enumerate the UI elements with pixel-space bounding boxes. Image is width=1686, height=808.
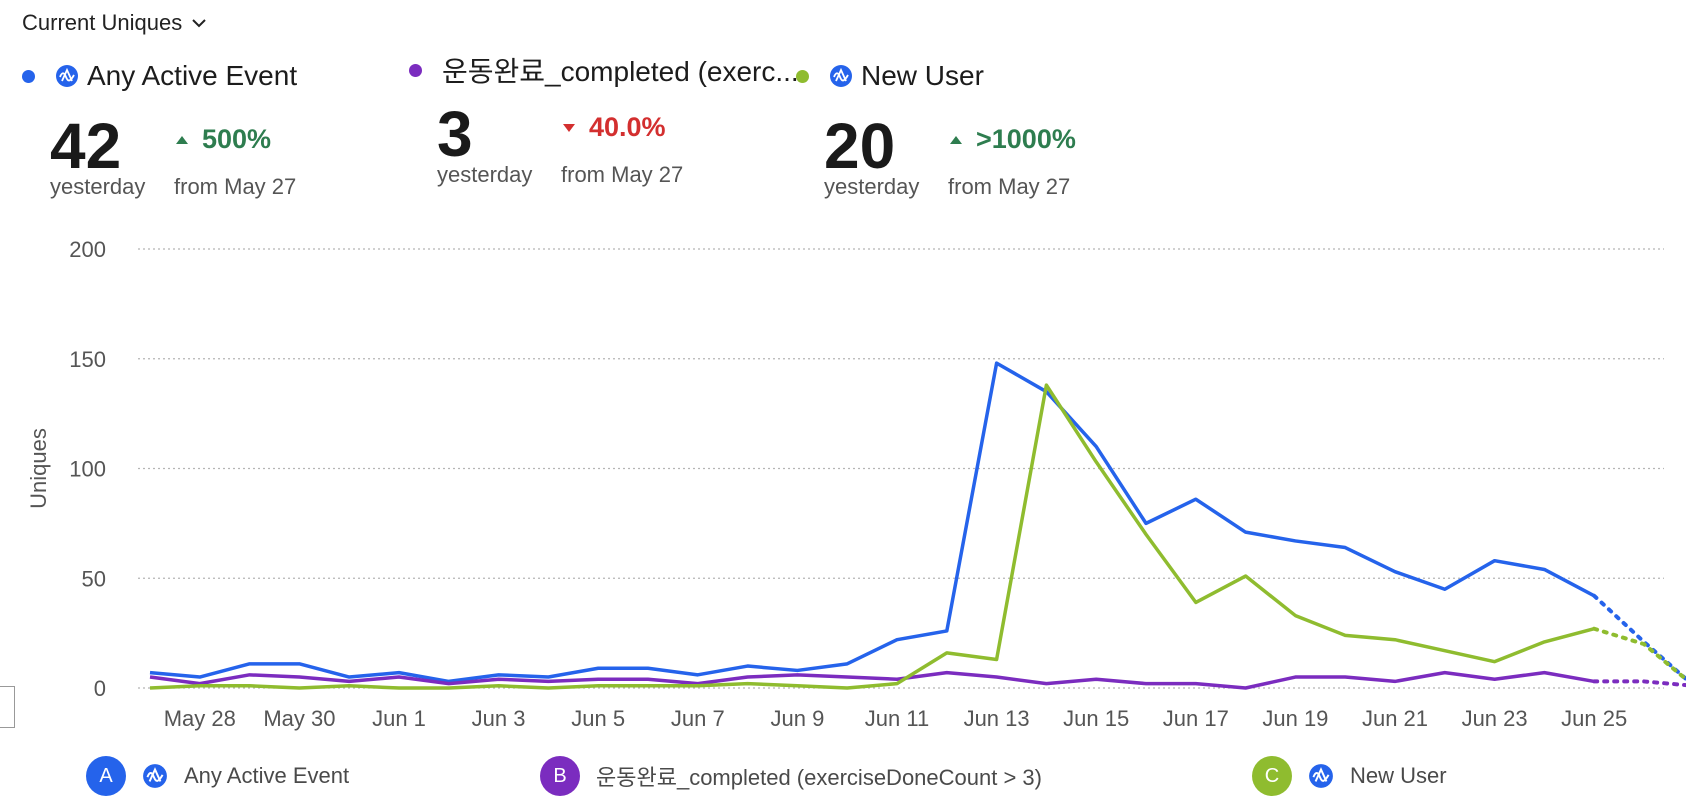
arrow-up-icon [176, 135, 188, 144]
x-tick-label: Jun 13 [964, 706, 1030, 731]
series-line-incomplete-0 [1592, 593, 1686, 682]
y-tick-label: 200 [69, 237, 106, 262]
summary-change: >1000% [948, 124, 1076, 155]
y-tick-label: 150 [69, 347, 106, 372]
summary-compare: from May 27 [174, 174, 297, 199]
summary-change: 500% [174, 124, 271, 155]
event-icon [56, 65, 78, 87]
metric-selector-label: Current Uniques [22, 10, 183, 35]
y-tick-label: 0 [94, 676, 106, 701]
summary-change: 40.0% [561, 112, 666, 143]
chevron-down-icon [192, 19, 206, 28]
legend-badge: B [540, 756, 580, 796]
legend-item-a[interactable]: A Any Active Event [86, 756, 349, 796]
legend-badge: A [86, 756, 126, 796]
series-color-dot [409, 63, 422, 77]
change-value: >1000% [976, 124, 1076, 154]
x-tick-label: Jun 9 [770, 706, 824, 731]
x-tick-label: Jun 17 [1163, 706, 1229, 731]
x-tick-label: Jun 19 [1262, 706, 1328, 731]
series-line-incomplete-2 [1592, 626, 1686, 682]
legend-item-b[interactable]: B 운동완료_completed (exerciseDoneCount > 3) [540, 756, 1042, 796]
y-axis-label: Uniques [26, 428, 51, 509]
x-tick-label: Jun 7 [671, 706, 725, 731]
x-tick-label: Jun 3 [472, 706, 526, 731]
y-tick-label: 50 [82, 566, 106, 591]
legend-label: 운동완료_completed (exerciseDoneCount > 3) [596, 765, 1042, 790]
summary-period: yesterday [50, 174, 146, 199]
x-tick-label: Jun 15 [1063, 706, 1129, 731]
summary-value: 3 [437, 98, 473, 170]
summary-name: New User [861, 60, 984, 91]
x-tick-label: Jun 1 [372, 706, 426, 731]
event-icon [830, 65, 852, 87]
x-tick-label: May 28 [164, 706, 236, 731]
metric-selector[interactable]: Current Uniques [22, 10, 208, 36]
event-icon [143, 764, 167, 788]
legend-item-c[interactable]: C New User [1252, 756, 1447, 796]
summary-any-active-event[interactable]: Any Active Event 42 yesterday 500% from … [22, 56, 298, 199]
series-line-1 [149, 670, 1595, 690]
series-line-0 [149, 361, 1596, 684]
x-tick-label: Jun 5 [571, 706, 625, 731]
x-tick-label: Jun 11 [865, 706, 929, 731]
arrow-up-icon [950, 135, 962, 144]
series-line-incomplete-1 [1592, 679, 1686, 688]
summary-name: 운동완료_completed (exerc... [442, 56, 799, 87]
collapsed-panel-edge [0, 686, 15, 728]
x-tick-label: Jun 25 [1561, 706, 1627, 731]
summary-compare: from May 27 [948, 174, 1071, 199]
legend-label: New User [1350, 763, 1447, 788]
x-tick-label: May 30 [263, 706, 335, 731]
summary-period: yesterday [437, 162, 533, 187]
summary-value: 20 [824, 110, 896, 182]
summary-name: Any Active Event [87, 60, 298, 91]
change-value: 500% [202, 124, 272, 154]
legend-badge: C [1252, 756, 1292, 796]
change-value: 40.0% [589, 112, 666, 142]
summary-compare: from May 27 [561, 162, 684, 187]
x-tick-label: Jun 23 [1462, 706, 1528, 731]
summary-value: 42 [50, 110, 122, 182]
x-tick-label: Jun 21 [1362, 706, 1428, 731]
arrow-down-icon [563, 123, 575, 132]
series-line-2 [149, 383, 1595, 690]
y-tick-label: 100 [69, 457, 106, 482]
event-icon [1309, 764, 1333, 788]
summary-exercise-completed[interactable]: 운동완료_completed (exerc... 3 yesterday 40.… [409, 50, 799, 187]
series-color-dot [22, 69, 35, 83]
series-color-dot [796, 69, 809, 83]
legend-label: Any Active Event [184, 763, 350, 788]
summary-new-user[interactable]: New User 20 yesterday >1000% from May 27 [796, 56, 1076, 199]
summary-period: yesterday [824, 174, 920, 199]
